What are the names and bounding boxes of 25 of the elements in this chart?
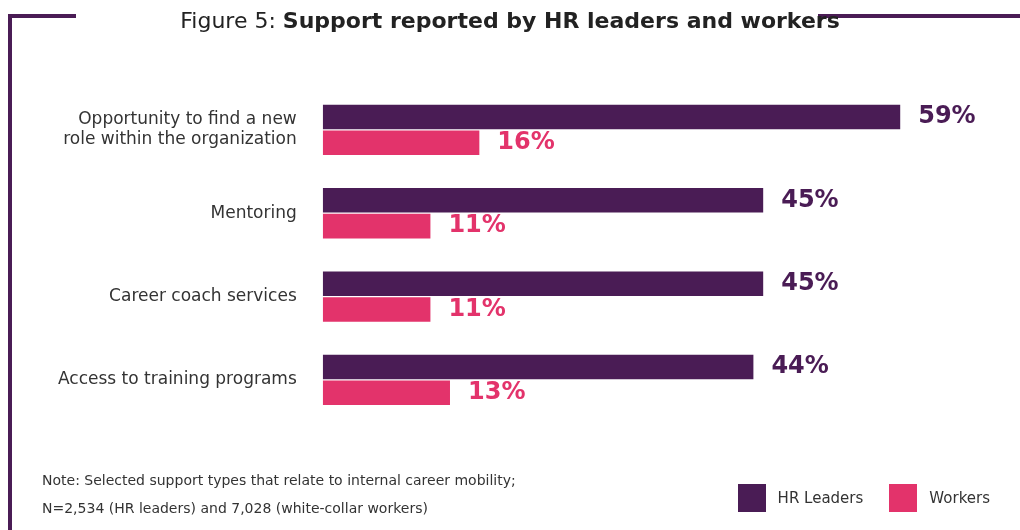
data-label: 44% (771, 351, 829, 380)
y-tick-label: Opportunity to find a new role within the organization (63, 108, 297, 149)
data-label: 16% (497, 127, 555, 156)
text: Note: Selected support types that relate to internal career mobility; (42, 471, 516, 490)
bar (322, 188, 764, 213)
bar (322, 380, 450, 406)
data-label: 11% (448, 210, 506, 239)
bar (322, 271, 764, 296)
legend-label: Workers (928, 487, 990, 509)
y-tick-label: Career coach services (109, 285, 297, 305)
chart-title: Figure 5: Support reported by HR leaders and workers (179, 8, 841, 33)
data-label: 13% (467, 377, 526, 406)
bar (322, 297, 431, 322)
bar (322, 104, 901, 130)
bar (322, 354, 754, 380)
y-tick-label: Access to training programs (57, 368, 297, 389)
y-tick-label: Mentoring (210, 201, 297, 222)
bar (322, 130, 480, 156)
legend-label: HR Leaders (776, 487, 864, 509)
data-label: 45% (781, 267, 839, 296)
text: N=2,534 (HR leaders) and 7,028 (white-collar workers) (42, 499, 429, 518)
bar (322, 213, 431, 239)
data-label: 11% (448, 293, 506, 322)
data-label: 59% (918, 101, 976, 130)
data-label: 45% (781, 184, 839, 213)
